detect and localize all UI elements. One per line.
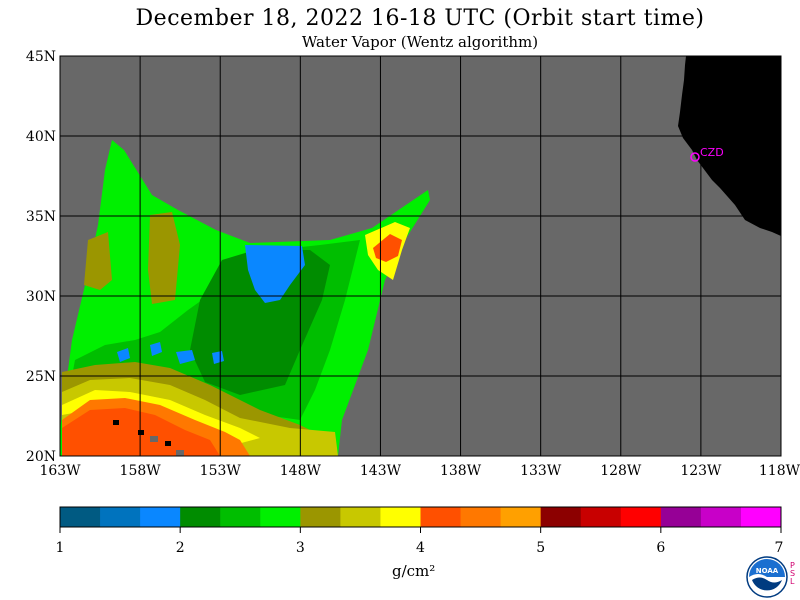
swath-blue-patch-b <box>150 342 162 356</box>
colorbar-swatch <box>140 507 181 527</box>
colorbar-swatch <box>620 507 662 527</box>
swath-blue-patch-main <box>245 245 305 303</box>
lon-label: 118W <box>759 463 800 479</box>
swath-blue-patch-a <box>117 348 130 362</box>
colorbar-tick-label: 2 <box>176 540 185 556</box>
map-frame <box>59 55 782 457</box>
colorbar-tick-label: 4 <box>416 540 425 556</box>
colorbar-swatch <box>380 507 421 527</box>
colorbar-swatch <box>180 507 221 527</box>
lat-label: 40N <box>26 129 56 145</box>
swath-blue-patch-d <box>212 351 224 364</box>
swath-layer <box>60 140 430 456</box>
colorbar-swatch <box>580 507 622 527</box>
svg-text:NOAA: NOAA <box>756 567 779 575</box>
colorbar-swatch <box>220 507 261 527</box>
station-label: CZD <box>700 146 724 159</box>
colorbar <box>59 506 782 533</box>
colorbar-tick-label: 3 <box>296 540 305 556</box>
lon-label: 153W <box>200 463 242 479</box>
colorbar-tick-label: 6 <box>656 540 665 556</box>
colorbar-tick-label: 1 <box>56 540 65 556</box>
island-2 <box>138 430 144 435</box>
north-america-land <box>678 56 781 236</box>
station-marker: CZD <box>690 146 724 162</box>
colorbar-swatch <box>500 507 542 527</box>
island-4 <box>165 441 171 446</box>
island-1 <box>113 420 119 425</box>
lon-label: 143W <box>360 463 402 479</box>
colorbar-swatch <box>660 507 702 527</box>
swath-olive-2 <box>148 212 180 304</box>
land-layer <box>678 56 781 236</box>
image-subtitle: Water Vapor (Wentz algorithm) <box>301 33 539 51</box>
noaa-logo: NOAA <box>746 556 788 598</box>
colorbar-swatch <box>300 507 341 527</box>
psl-mark: PSL <box>790 562 800 586</box>
lat-label: 30N <box>26 289 56 305</box>
island-3 <box>150 436 158 442</box>
colorbar-swatch <box>340 507 381 527</box>
lon-label: 128W <box>600 463 642 479</box>
psl-letters: PSL <box>790 561 796 586</box>
lon-label: 123W <box>680 463 722 479</box>
station-symbol <box>690 152 700 162</box>
colorbar-tick-label: 7 <box>775 540 784 556</box>
lat-label: 45N <box>26 49 56 65</box>
swath-darkgreen <box>190 250 330 395</box>
swath-olive-1 <box>84 232 112 290</box>
colorbar-swatch <box>60 507 101 527</box>
colorbar-units: g/cm² <box>392 562 436 580</box>
colorbar-swatch <box>260 507 301 527</box>
colorbar-swatch <box>100 507 141 527</box>
swath-blue-patch-c <box>176 350 195 364</box>
map-gridlines <box>60 56 781 456</box>
lat-label: 25N <box>26 369 56 385</box>
colorbar-swatch <box>460 507 502 527</box>
colorbar-swatch <box>740 507 782 527</box>
lon-label: 148W <box>280 463 322 479</box>
lon-label: 138W <box>440 463 482 479</box>
lat-label: 20N <box>26 449 56 465</box>
colorbar-tick-label: 5 <box>536 540 545 556</box>
longitude-labels: 163W 158W 153W 148W 143W 138W 133W 128W 123W 118W <box>39 463 800 479</box>
colorbar-swatch <box>700 507 742 527</box>
image-title: December 18, 2022 16-18 UTC (Orbit start… <box>135 6 705 31</box>
lon-label: 133W <box>520 463 562 479</box>
lon-label: 163W <box>39 463 81 479</box>
latitude-labels: 45N 40N 35N 30N 25N 20N <box>26 49 56 465</box>
colorbar-swatch <box>420 507 462 527</box>
lat-label: 35N <box>26 209 56 225</box>
island-5 <box>176 450 184 456</box>
colorbar-tick-labels: 1 2 3 4 5 6 7 <box>56 540 784 556</box>
lon-label: 158W <box>120 463 162 479</box>
colorbar-swatch <box>540 507 582 527</box>
